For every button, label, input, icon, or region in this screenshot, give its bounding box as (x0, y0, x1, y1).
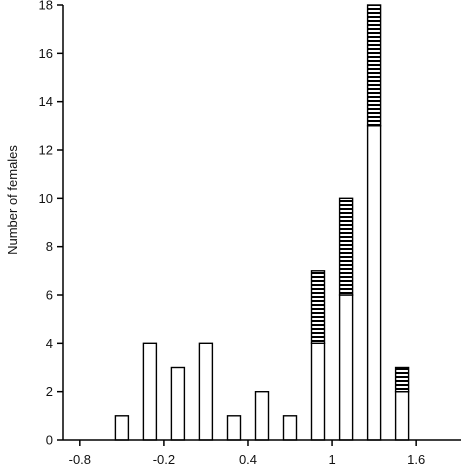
bar-segment-open (114, 415, 130, 441)
bar-segment-open (338, 294, 354, 441)
bar-segment-open (310, 342, 326, 441)
bar-segment-open (226, 415, 242, 441)
bar-segment-open (254, 391, 270, 441)
plot-area: 0 2 4 6 8 10 12 14 16 18 -0.8 -0.2 0.4 1 1.6 (39, 0, 461, 467)
bar-segment-hatched (310, 270, 326, 344)
x-tick-label: 1 (328, 452, 335, 467)
x-tick-label: -0.8 (69, 452, 91, 467)
bar-segment-open (282, 415, 298, 441)
y-tick-label: 6 (46, 288, 53, 303)
bar-segment-open (198, 342, 214, 441)
y-tick-label: 0 (46, 433, 53, 448)
bar-segment-open (170, 366, 186, 441)
y-tick-label: 18 (39, 0, 53, 13)
bar-segment-hatched (338, 197, 354, 296)
y-tick-label: 4 (46, 336, 53, 351)
bar-segment-hatched (366, 4, 382, 127)
y-tick-label: 16 (39, 46, 53, 61)
y-tick-label: 2 (46, 384, 53, 399)
y-tick-label: 12 (39, 143, 53, 158)
y-tick-label: 10 (39, 191, 53, 206)
x-tick-label: -0.2 (153, 452, 175, 467)
bar-segment-open (394, 391, 410, 441)
bar-segment-hatched (394, 366, 410, 393)
y-tick-label: 14 (39, 94, 53, 109)
bar-segment-open (366, 125, 382, 441)
y-axis-title: Number of females (5, 145, 20, 255)
x-tick-label: 1.6 (407, 452, 425, 467)
bar-segment-open (142, 342, 158, 441)
x-tick-label: 0.4 (239, 452, 257, 467)
y-tick-label: 8 (46, 239, 53, 254)
